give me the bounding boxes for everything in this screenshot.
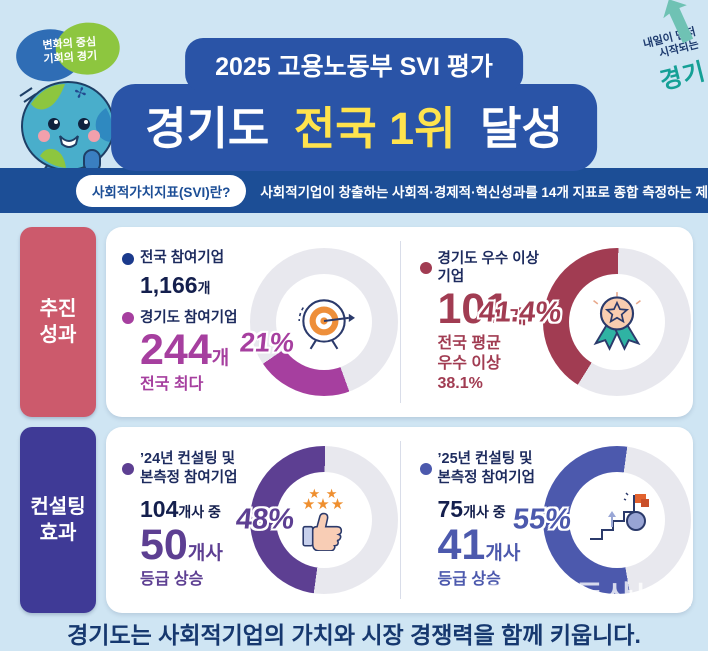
national-companies-label: 전국 참여기업 (122, 249, 244, 268)
gyeonggi-slogan: 내일이 먼저 시작되는 경기 (571, 0, 708, 113)
percent-label: 55% (511, 503, 573, 536)
consulting24-label: ’24년 컨설팅 및 본측정 참여기업 (122, 450, 244, 488)
donut-center (569, 274, 665, 370)
consulting25-total: 75개사 중 (437, 495, 506, 522)
stars-icon: ★ ★ ★★★ (301, 485, 346, 514)
excellent-donut-chart: 41.4% (477, 248, 691, 396)
bullet-icon (122, 252, 134, 265)
title-prefix: 경기도 (145, 103, 270, 154)
donut-ring (543, 446, 691, 594)
consulting24-value: 50개사 (140, 520, 223, 569)
panel-consulting-2025: ’25년 컨설팅 및 본측정 참여기업 75개사 중 41개사 등급 상승 (400, 427, 694, 613)
globe-mascot (6, 78, 128, 195)
bullet-icon (122, 312, 134, 325)
consulting24-donut-chart: ★ ★ ★★★ 48% (234, 446, 398, 594)
title-badge: 2025 고용노동부 SVI 평가 (185, 38, 523, 92)
donut-ring (249, 248, 398, 396)
card-divider (399, 441, 401, 599)
medal-icon (593, 292, 641, 351)
panel-excellent-companies: 경기도 우수 이상 기업 101개 전국 평균 우수 이상 38.1% (400, 227, 694, 417)
footer-message: 경기도는 사회적기업의 가치와 시장 경쟁력을 함께 키웁니다. (67, 622, 641, 648)
thumbs-up-icon (301, 512, 342, 552)
donut-center (569, 472, 665, 568)
national-average-note: 전국 평균 우수 이상 38.1% (437, 335, 501, 393)
svi-description: 사회적기업이 창출하는 사회적·경제적·혁신성과를 14개 지표로 종합 측정하… (260, 184, 708, 200)
grade-up-note: 등급 상승 (437, 570, 501, 588)
grade-up-note: 등급 상승 (140, 570, 204, 588)
donut-ring (543, 248, 691, 396)
consulting25-value: 41개사 (437, 520, 521, 569)
donut-center: ★ ★ ★★★ (275, 472, 372, 568)
percent-label: 21% (237, 327, 296, 358)
national-most-note: 전국 최다 (140, 375, 204, 393)
title-suffix: 달성 (480, 103, 563, 154)
bullet-icon (419, 462, 432, 475)
card-divider (399, 241, 401, 403)
consulting25-donut-chart: 55% (511, 446, 691, 594)
bullet-icon (122, 462, 134, 475)
stairs-icon (590, 492, 649, 540)
participation-donut-chart: 21% (238, 248, 398, 396)
section-label-performance: 추진 성과 (20, 227, 96, 417)
percent-label: 48% (233, 503, 296, 536)
header-title-block: 2025 고용노동부 SVI 평가 경기도 전국 1위 달성 (111, 38, 597, 171)
consulting-card: ’24년 컨설팅 및 본측정 참여기업 104개사 중 50개사 등급 상승 ★ … (106, 427, 693, 613)
arrow-up-icon (640, 0, 699, 64)
panel-consulting-2024: ’24년 컨설팅 및 본측정 참여기업 104개사 중 50개사 등급 상승 ★ … (106, 427, 400, 613)
section-label-consulting: 컨설팅 효과 (20, 427, 96, 613)
gyeonggi-companies-value: 244개 (140, 325, 230, 374)
watermark: 케이부동산뉴스 (486, 581, 694, 614)
panel-national-participation: 전국 참여기업 1,166개 경기도 참여기업 244개 전국 최다 (106, 227, 400, 417)
performance-row: 추진 성과 전국 참여기업 1,166개 경기도 참여기업 (20, 227, 693, 417)
title-highlight: 전국 1위 (293, 103, 456, 154)
svi-question-pill: 사회적가치지표(SVI)란? (76, 174, 247, 207)
national-companies-value: 1,166개 (140, 271, 211, 298)
gyeonggi-companies-label: 경기도 참여기업 (122, 309, 244, 328)
target-icon (297, 299, 355, 350)
excellent-label: 경기도 우수 이상 기업 (419, 250, 542, 288)
donut-center (275, 274, 372, 370)
consulting25-label: ’25년 컨설팅 및 본측정 참여기업 (419, 450, 542, 488)
excellent-value: 101개 (437, 285, 527, 334)
page-title: 경기도 전국 1위 달성 (111, 84, 597, 171)
consulting-row: 컨설팅 효과 ’24년 컨설팅 및 본측정 참여기업 104개사 중 50개사 등급 (20, 427, 693, 613)
consulting24-total: 104개사 중 (140, 495, 221, 522)
percent-label: 41.4% (477, 296, 563, 329)
performance-card: 전국 참여기업 1,166개 경기도 참여기업 244개 전국 최다 (106, 227, 693, 417)
svi-definition-bar: 사회적가치지표(SVI)란? 사회적기업이 창출하는 사회적·경제적·혁신성과를… (0, 168, 708, 213)
donut-ring: ★ ★ ★★★ (249, 446, 398, 594)
bullet-icon (419, 262, 432, 275)
